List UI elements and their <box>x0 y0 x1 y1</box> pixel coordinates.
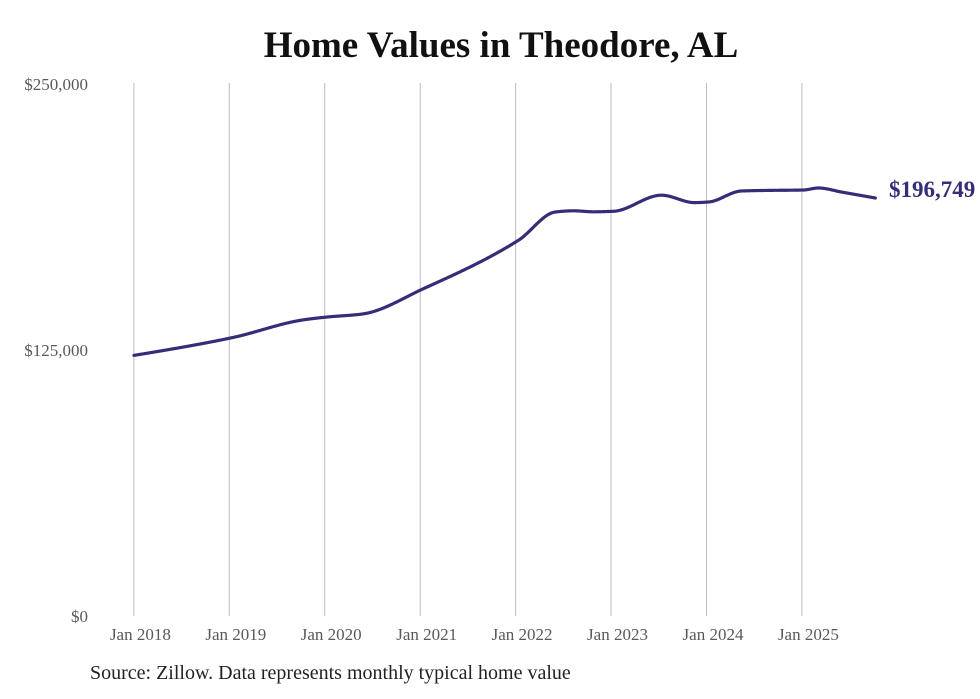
svg-text:Jan 2019: Jan 2019 <box>205 625 266 644</box>
svg-text:$250,000: $250,000 <box>24 75 88 94</box>
svg-text:Jan 2022: Jan 2022 <box>492 625 553 644</box>
svg-text:$0: $0 <box>71 607 88 626</box>
svg-text:Jan 2021: Jan 2021 <box>396 625 457 644</box>
svg-text:$125,000: $125,000 <box>24 341 88 360</box>
svg-text:Jan 2023: Jan 2023 <box>587 625 648 644</box>
svg-text:$196,749: $196,749 <box>889 177 975 202</box>
svg-text:Jan 2025: Jan 2025 <box>778 625 839 644</box>
svg-text:Jan 2024: Jan 2024 <box>683 625 744 644</box>
svg-text:Jan 2020: Jan 2020 <box>301 625 362 644</box>
svg-text:Jan 2018: Jan 2018 <box>110 625 171 644</box>
